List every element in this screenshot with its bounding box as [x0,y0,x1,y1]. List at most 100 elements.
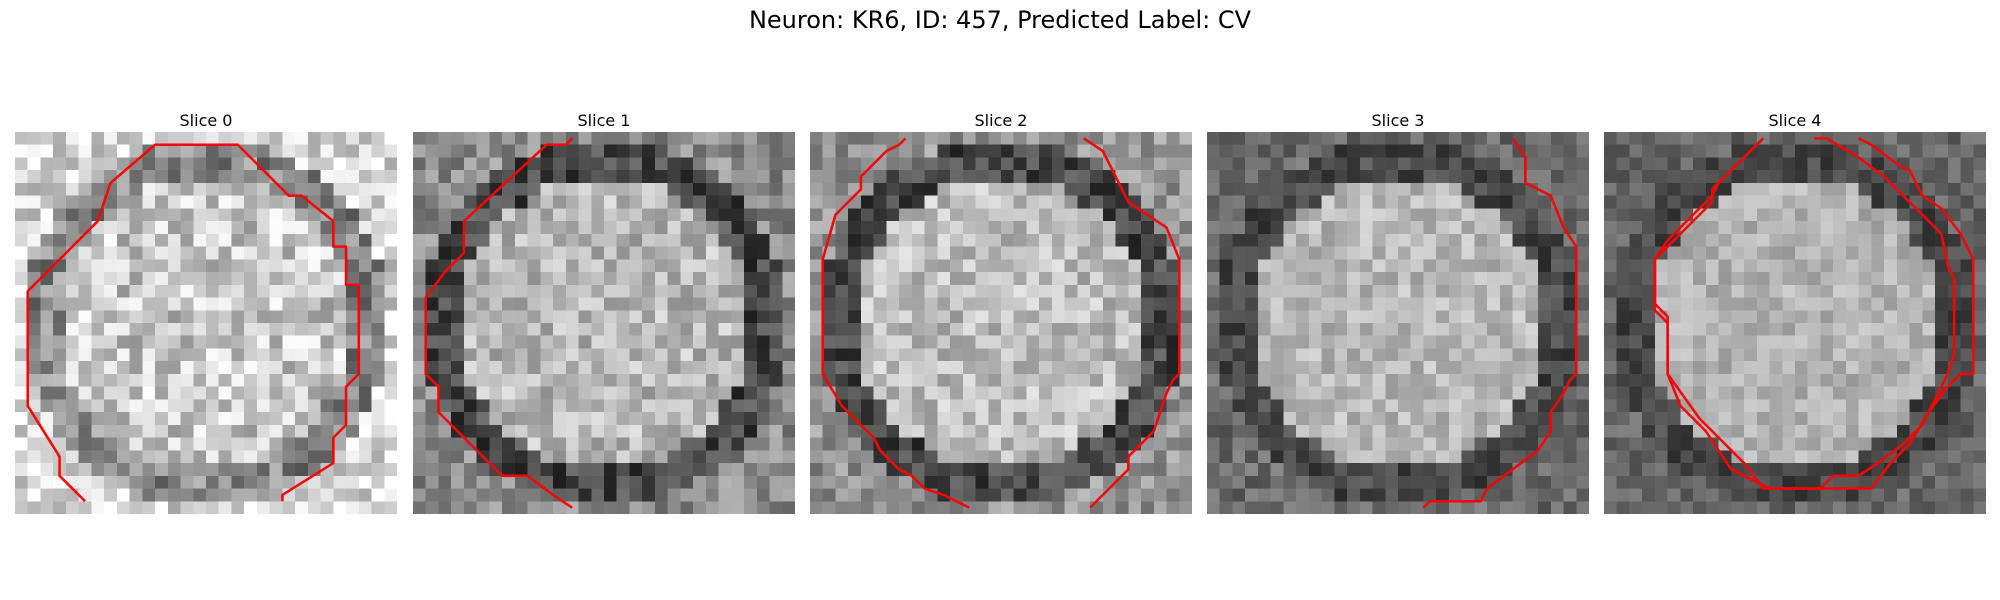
pixel [578,335,592,349]
pixel [899,297,913,311]
pixel [358,348,372,362]
pixel [1947,157,1961,171]
pixel [489,297,503,311]
pixel [1718,246,1732,260]
pixel [116,323,130,336]
pixel [1884,412,1898,426]
pixel [731,501,745,514]
pixel [1410,488,1424,502]
pixel [1296,208,1310,222]
pixel [873,373,887,387]
pixel [860,323,874,336]
pixel [1718,361,1732,375]
pixel [269,284,283,298]
pixel [718,132,732,145]
pixel [693,195,707,209]
pixel [1550,424,1564,438]
pixel [320,297,334,311]
pixel [78,284,92,298]
pixel [1782,259,1796,273]
pixel [1871,501,1885,514]
pixel [616,399,630,413]
pixel [1845,323,1859,336]
pixel [1538,233,1552,247]
pixel [1680,310,1694,324]
pixel [1102,335,1116,349]
pixel [269,475,283,489]
pixel [1884,132,1898,145]
pixel [911,348,925,362]
pixel [1654,437,1668,451]
pixel [848,208,862,222]
pixel [307,386,321,400]
pixel [1896,233,1910,247]
pixel [1909,272,1923,286]
pixel [53,144,67,158]
pixel [1731,488,1745,502]
pixel [1795,475,1808,489]
pixel [810,182,823,196]
pixel [1308,373,1322,387]
pixel [1718,475,1732,489]
pixel [1296,259,1310,273]
pixel [1001,132,1014,145]
pixel [256,221,270,235]
pixel [104,501,118,514]
pixel [1398,297,1411,311]
pixel [438,323,452,336]
pixel [1385,208,1399,222]
pixel [218,144,232,158]
pixel [346,221,360,235]
pixel [1436,170,1450,184]
pixel [206,272,219,286]
pixel [860,297,874,311]
pixel [1232,361,1246,375]
pixel [860,284,874,298]
pixel [1820,297,1834,311]
pixel [371,386,385,400]
slice-title: Slice 1 [577,111,631,130]
pixel [693,144,707,158]
pixel [1654,157,1668,171]
pixel [782,182,795,196]
pixel [1001,488,1014,502]
pixel [1922,335,1936,349]
pixel [782,450,795,464]
pixel [1064,463,1078,477]
pixel [705,272,719,286]
pixel [1423,361,1437,375]
pixel [835,208,849,222]
pixel [1616,348,1630,362]
pixel [438,297,452,311]
pixel [1232,132,1246,145]
pixel [269,437,283,451]
pixel [1820,208,1834,222]
pixel [384,348,397,362]
pixel [514,284,528,298]
pixel [667,323,681,336]
pixel [295,208,309,222]
pixel [53,488,67,502]
pixel [705,144,719,158]
pixel [1347,310,1361,324]
pixel [1410,182,1424,196]
pixel [1718,297,1732,311]
pixel [988,208,1002,222]
pixel [1001,348,1014,362]
pixel [1960,272,1974,286]
pixel [1026,297,1040,311]
pixel [1782,132,1796,145]
pixel [425,132,439,145]
pixel [1845,386,1859,400]
pixel [1718,144,1732,158]
pixel [1347,437,1361,451]
pixel [1909,182,1923,196]
pixel [1436,412,1450,426]
pixel [320,310,334,324]
pixel [514,208,528,222]
pixel [104,437,118,451]
pixel [489,182,503,196]
pixel [654,475,668,489]
pixel [1576,182,1589,196]
pixel [307,335,321,349]
